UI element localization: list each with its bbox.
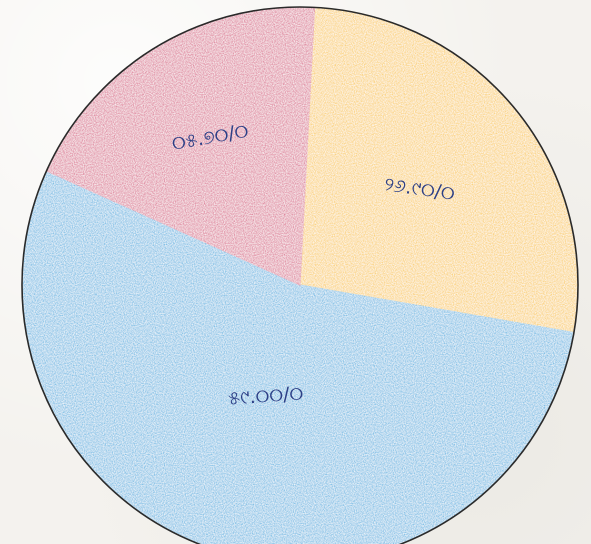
pie-outline	[21, 6, 579, 544]
pie-slices	[21, 6, 579, 544]
slice-label-1: ୫୯.୦୦/୦	[228, 383, 304, 410]
pie-slice-0	[299, 6, 579, 334]
